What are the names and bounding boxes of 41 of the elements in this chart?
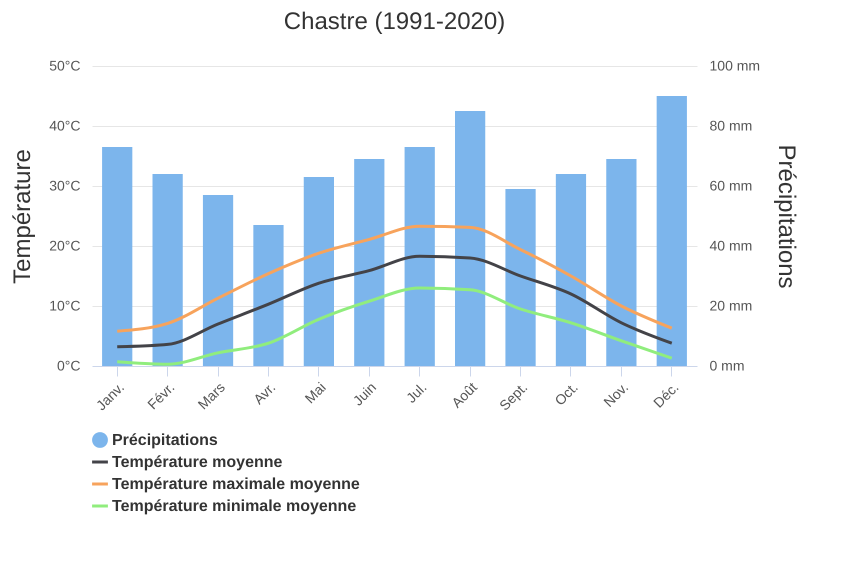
bar [354,159,384,366]
y2-tick-label: 40 mm [710,238,752,254]
bar [455,111,486,366]
bar [556,174,586,366]
y-tick-label: 0°C [57,358,80,374]
y-tick-label: 50°C [49,58,80,74]
x-tick-label: Avr. [250,379,278,408]
y2-tick-label: 0 mm [710,358,744,374]
x-tick-label: Jul. [402,379,430,406]
bar [505,189,536,366]
x-tick-label: Mai [302,379,329,406]
legend-label: Température minimale moyenne [112,498,356,515]
bar [404,147,435,366]
bar [656,96,687,366]
bar [304,177,334,366]
x-tick-label: Oct. [551,379,581,409]
y-tick-label: 40°C [49,118,80,134]
bar [152,174,183,366]
chart-title: Chastre (1991-2020) [284,8,506,35]
x-tick-label: Déc. [650,379,682,411]
y-tick-label: 20°C [49,238,80,254]
x-tick-label: Nov. [600,379,632,410]
legend-label: Température maximale moyenne [112,476,360,493]
bar [202,195,234,366]
y2-axis-title: Précipitations [773,144,800,289]
y2-tick-label: 20 mm [710,298,752,314]
legend-label: Température moyenne [112,454,283,471]
y-axis-title: Température [9,149,36,284]
y2-tick-label: 60 mm [710,178,752,194]
y2-tick-label: 100 mm [710,58,760,74]
bar [102,147,132,366]
x-tick-label: Juin [350,379,380,409]
y2-tick-label: 80 mm [710,118,752,134]
bar [606,159,636,366]
y-tick-label: 10°C [49,298,80,314]
line-series [116,286,674,366]
bar [253,225,284,366]
legend-label: Précipitations [112,432,218,449]
y-tick-label: 30°C [49,178,80,194]
line-series [116,224,674,333]
line-series [116,254,674,348]
